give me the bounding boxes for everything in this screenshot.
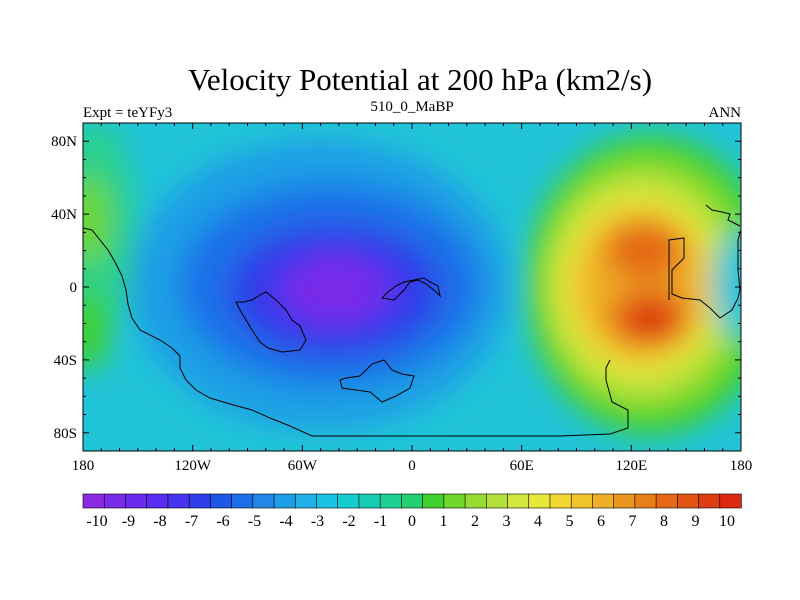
colorbar-swatch: [252, 493, 275, 509]
x-tick-label: 60W: [288, 458, 318, 474]
x-tick-label: 180: [730, 458, 753, 474]
colorbar-label: 3: [503, 513, 511, 530]
colorbar-swatch: [146, 493, 169, 509]
colorbar-label: 9: [692, 513, 700, 530]
colorbar-swatch: [719, 493, 742, 509]
colorbar-swatch: [358, 493, 381, 509]
colorbar-label: 2: [471, 513, 479, 530]
colorbar-swatch: [507, 493, 530, 509]
colorbar-swatch: [294, 493, 318, 509]
coastlines: [83, 204, 741, 437]
left-string: Expt = teYFy3: [83, 105, 172, 121]
colorbar-label: 1: [440, 513, 448, 530]
coastline-east: [668, 229, 741, 319]
y-tick-label: 80N: [51, 134, 77, 150]
x-tick-label: 120W: [174, 458, 212, 474]
colorbar-swatch: [528, 493, 551, 509]
colorbar-swatch: [231, 493, 254, 509]
colorbar-label: -1: [374, 513, 387, 530]
colorbar-swatch: [188, 493, 212, 509]
colorbar-swatch: [103, 493, 127, 509]
colorbar-swatch: [677, 493, 700, 509]
y-axis: 80N 40N 0 40S 80S: [51, 134, 741, 442]
colorbar: -10 -9 -8 -7 -6 -5 -4 -3 -2 -1 0 1 2 3 4 5 6 7 8 9 10: [82, 493, 742, 530]
colorbar-label: 6: [597, 513, 605, 530]
chart-title: Velocity Potential at 200 hPa (km2/s): [188, 62, 652, 97]
colorbar-swatch: [570, 493, 594, 509]
colorbar-label: 10: [719, 513, 735, 530]
colorbar-label: -3: [311, 513, 324, 530]
colorbar-label: 5: [566, 513, 574, 530]
center-string: 510_0_MaBP: [370, 99, 453, 115]
coastline-west: [83, 227, 629, 437]
contour-fill: [83, 123, 741, 435]
coastline-ne: [705, 204, 741, 227]
right-string: ANN: [709, 105, 742, 121]
map-plot-area: [83, 123, 741, 451]
colorbar-swatch: [634, 493, 657, 509]
coastline-central: [381, 277, 441, 301]
y-tick-label: 40N: [51, 207, 77, 223]
colorbar-swatch: [401, 493, 424, 509]
colorbar-swatch: [613, 493, 636, 509]
coastline-africa: [235, 291, 307, 353]
colorbar-label: -4: [279, 513, 292, 530]
colorbar-swatch: [379, 493, 403, 509]
colorbar-swatch: [464, 493, 487, 509]
colorbar-swatch: [698, 493, 721, 509]
colorbar-swatch: [210, 493, 233, 509]
y-tick-label: 80S: [54, 426, 77, 442]
colorbar-swatch: [655, 493, 679, 509]
colorbar-label: 0: [408, 513, 416, 530]
colorbar-swatch: [316, 493, 339, 509]
colorbar-swatch: [549, 493, 572, 509]
colorbar-label: 7: [629, 513, 637, 530]
colorbar-swatch: [273, 493, 296, 509]
colorbar-label: -6: [216, 513, 229, 530]
y-tick-label: 0: [70, 280, 78, 296]
x-tick-label: 0: [408, 458, 416, 474]
colorbar-label: 4: [534, 513, 542, 530]
colorbar-label: -5: [248, 513, 261, 530]
coastline-south: [339, 359, 415, 403]
x-tick-label: 60E: [510, 458, 534, 474]
colorbar-swatch: [167, 493, 190, 509]
colorbar-label: 8: [660, 513, 668, 530]
y-tick-label: 40S: [54, 353, 77, 369]
colorbar-swatch: [125, 493, 148, 509]
colorbar-label: -2: [342, 513, 355, 530]
colorbar-label: -9: [122, 513, 135, 530]
colorbar-swatch: [592, 493, 615, 509]
x-tick-label: 180: [72, 458, 95, 474]
colorbar-swatch: [82, 493, 105, 509]
colorbar-swatch: [485, 493, 509, 509]
colorbar-swatch: [443, 493, 466, 509]
x-tick-label: 120E: [615, 458, 647, 474]
colorbar-swatch: [337, 493, 360, 509]
x-axis: 180 120W 60W 0 60E 120E 180: [72, 123, 753, 474]
colorbar-swatch: [422, 493, 445, 509]
colorbar-label: -7: [185, 513, 198, 530]
colorbar-label: -8: [153, 513, 166, 530]
colorbar-label: -10: [86, 513, 107, 530]
